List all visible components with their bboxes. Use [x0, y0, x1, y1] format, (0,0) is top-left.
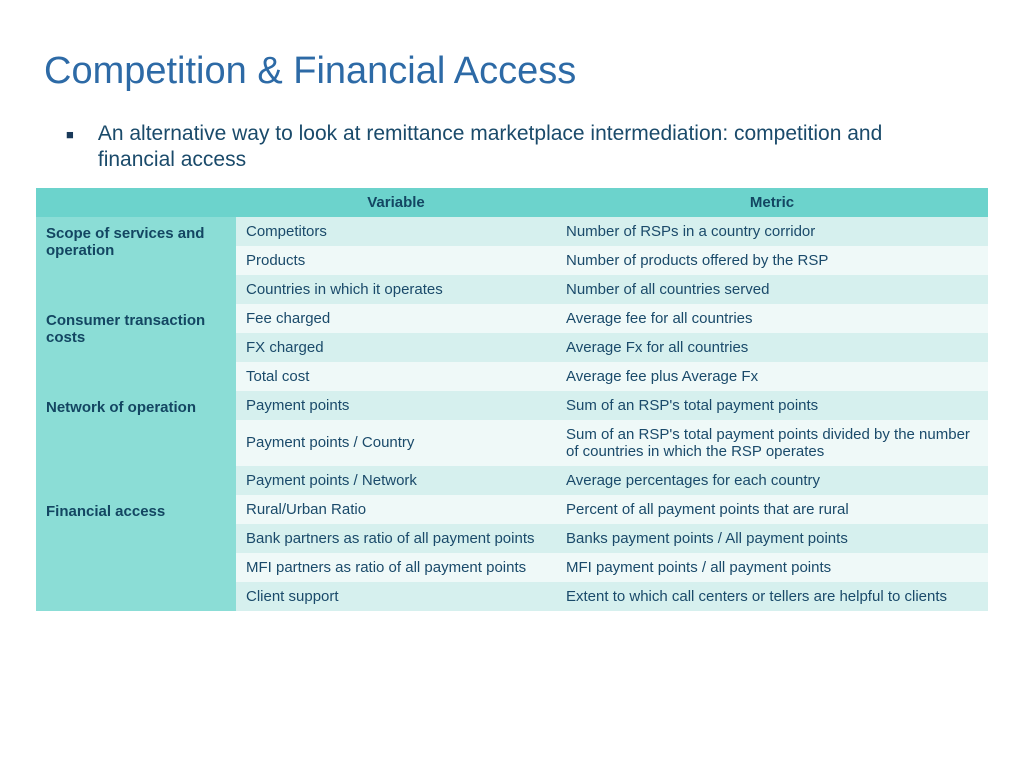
- header-variable: Variable: [236, 188, 556, 217]
- metric-cell: Average Fx for all countries: [556, 333, 988, 362]
- table-row: Network of operation Payment points Sum …: [36, 391, 988, 420]
- metric-cell: Percent of all payment points that are r…: [556, 495, 988, 524]
- category-cell: Consumer transaction costs: [36, 304, 236, 391]
- variable-cell: Total cost: [236, 362, 556, 391]
- metric-cell: Number of RSPs in a country corridor: [556, 217, 988, 246]
- table-row: Consumer transaction costs Fee charged A…: [36, 304, 988, 333]
- header-blank: [36, 188, 236, 217]
- variable-cell: Countries in which it operates: [236, 275, 556, 304]
- variable-cell: FX charged: [236, 333, 556, 362]
- bullet-item: ■ An alternative way to look at remittan…: [66, 121, 988, 174]
- metric-cell: Average fee for all countries: [556, 304, 988, 333]
- metric-cell: Average percentages for each country: [556, 466, 988, 495]
- metrics-table: Variable Metric Scope of services and op…: [36, 188, 988, 611]
- variable-cell: Payment points / Country: [236, 420, 556, 466]
- variable-cell: Client support: [236, 582, 556, 611]
- header-metric: Metric: [556, 188, 988, 217]
- category-cell: Scope of services and operation: [36, 217, 236, 304]
- category-cell: Network of operation: [36, 391, 236, 495]
- table-row: Scope of services and operation Competit…: [36, 217, 988, 246]
- metric-cell: Banks payment points / All payment point…: [556, 524, 988, 553]
- category-cell: Financial access: [36, 495, 236, 611]
- bullet-text: An alternative way to look at remittance…: [98, 121, 918, 174]
- table-row: Financial access Rural/Urban Ratio Perce…: [36, 495, 988, 524]
- variable-cell: Competitors: [236, 217, 556, 246]
- bullet-icon: ■: [66, 127, 74, 142]
- variable-cell: MFI partners as ratio of all payment poi…: [236, 553, 556, 582]
- metric-cell: Sum of an RSP's total payment points div…: [556, 420, 988, 466]
- metric-cell: Number of all countries served: [556, 275, 988, 304]
- metric-cell: Number of products offered by the RSP: [556, 246, 988, 275]
- metric-cell: Average fee plus Average Fx: [556, 362, 988, 391]
- variable-cell: Bank partners as ratio of all payment po…: [236, 524, 556, 553]
- page-title: Competition & Financial Access: [44, 50, 988, 93]
- table-header-row: Variable Metric: [36, 188, 988, 217]
- variable-cell: Rural/Urban Ratio: [236, 495, 556, 524]
- variable-cell: Products: [236, 246, 556, 275]
- variable-cell: Payment points: [236, 391, 556, 420]
- metric-cell: MFI payment points / all payment points: [556, 553, 988, 582]
- variable-cell: Fee charged: [236, 304, 556, 333]
- metric-cell: Sum of an RSP's total payment points: [556, 391, 988, 420]
- metric-cell: Extent to which call centers or tellers …: [556, 582, 988, 611]
- variable-cell: Payment points / Network: [236, 466, 556, 495]
